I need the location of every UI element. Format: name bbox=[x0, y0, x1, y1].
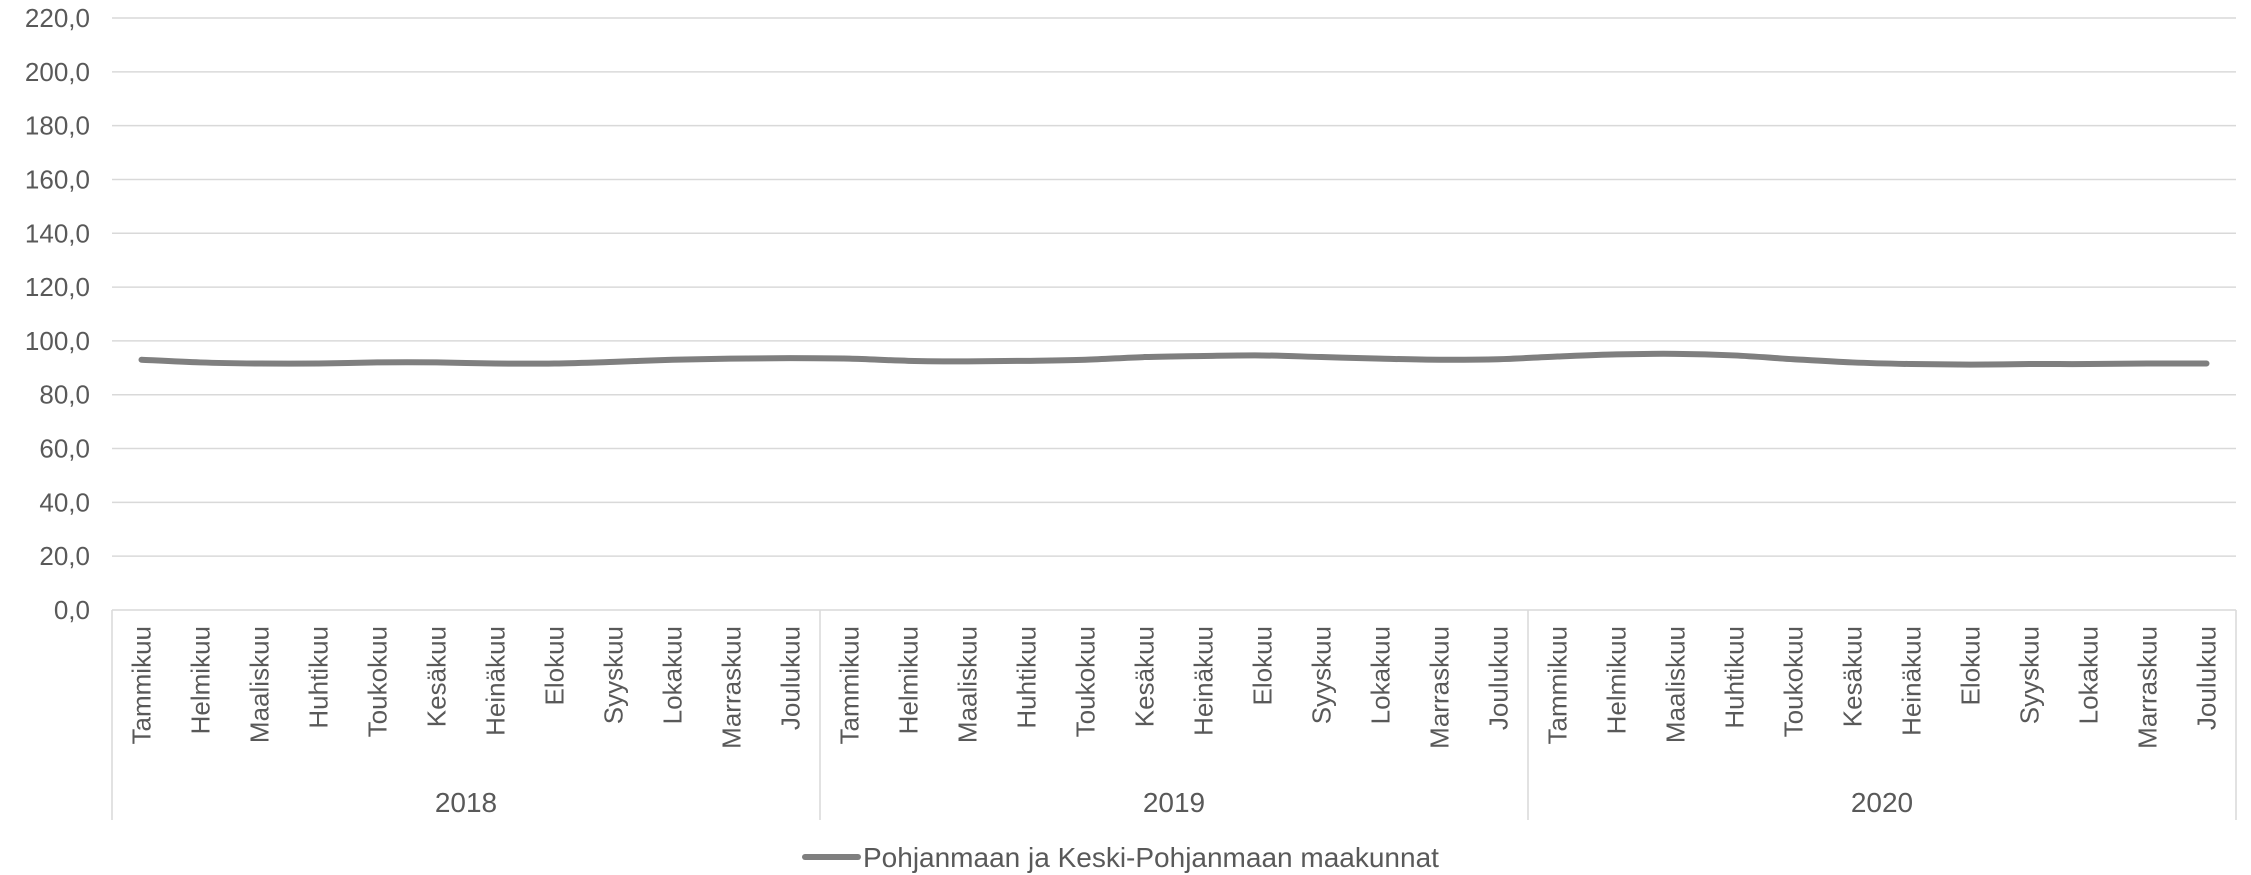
x-tick-label: Kesäkuu bbox=[422, 626, 452, 727]
x-tick-label: Helmikuu bbox=[894, 626, 924, 734]
y-tick-label: 220,0 bbox=[25, 3, 90, 33]
y-tick-label: 160,0 bbox=[25, 164, 90, 194]
x-tick-label: Huhtikuu bbox=[1012, 626, 1042, 729]
x-tick-label: Lokakuu bbox=[1366, 626, 1396, 724]
x-tick-label: Kesäkuu bbox=[1130, 626, 1160, 727]
x-tick-label: Maaliskuu bbox=[245, 626, 275, 743]
x-tick-label: Lokakuu bbox=[658, 626, 688, 724]
y-axis-ticks: 0,0 20,0 40,0 60,0 80,0 100,0 120,0 140,0 160,0 1… bbox=[25, 3, 90, 625]
x-tick-label: Elokuu bbox=[1248, 626, 1278, 706]
y-tick-label: 120,0 bbox=[25, 272, 90, 302]
y-tick-label: 0,0 bbox=[54, 595, 90, 625]
y-tick-label: 180,0 bbox=[25, 111, 90, 141]
x-tick-label: Maaliskuu bbox=[953, 626, 983, 743]
x-tick-label: Helmikuu bbox=[186, 626, 216, 734]
x-tick-label: Toukokuu bbox=[363, 626, 393, 737]
x-tick-label: Heinäkuu bbox=[1897, 626, 1927, 736]
series-line bbox=[138, 350, 2210, 368]
x-tick-label: Syyskuu bbox=[2015, 626, 2045, 724]
year-label: 2019 bbox=[1143, 787, 1205, 818]
x-tick-label: Syyskuu bbox=[1307, 626, 1337, 724]
year-label: 2020 bbox=[1851, 787, 1913, 818]
x-tick-label: Maaliskuu bbox=[1661, 626, 1691, 743]
year-label: 2018 bbox=[435, 787, 497, 818]
x-tick-label: Tammikuu bbox=[127, 626, 157, 744]
y-tick-label: 200,0 bbox=[25, 57, 90, 87]
x-tick-label: Marraskuu bbox=[717, 626, 747, 749]
legend: Pohjanmaan ja Keski-Pohjanmaan maakunnat bbox=[802, 842, 1439, 873]
x-tick-label: Toukokuu bbox=[1071, 626, 1101, 737]
x-tick-label: Marraskuu bbox=[2133, 626, 2163, 749]
x-tick-label: Heinäkuu bbox=[481, 626, 511, 736]
x-tick-label: Elokuu bbox=[1956, 626, 1986, 706]
x-axis: Tammikuu Helmikuu Maaliskuu Huhtikuu Toukoku… bbox=[111, 610, 2237, 820]
x-tick-label: Joulukuu bbox=[776, 626, 806, 730]
series-layer bbox=[138, 350, 2210, 368]
y-tick-label: 140,0 bbox=[25, 218, 90, 248]
legend-label: Pohjanmaan ja Keski-Pohjanmaan maakunnat bbox=[863, 842, 1439, 873]
y-tick-label: 80,0 bbox=[39, 380, 90, 410]
x-tick-label: Huhtikuu bbox=[304, 626, 334, 729]
x-tick-label: Heinäkuu bbox=[1189, 626, 1219, 736]
x-tick-label: Tammikuu bbox=[835, 626, 865, 744]
x-tick-label: Huhtikuu bbox=[1720, 626, 1750, 729]
x-tick-label: Marraskuu bbox=[1425, 626, 1455, 749]
x-tick-label: Toukokuu bbox=[1779, 626, 1809, 737]
x-tick-label: Joulukuu bbox=[1484, 626, 1514, 730]
x-tick-label: Elokuu bbox=[540, 626, 570, 706]
x-tick-label: Kesäkuu bbox=[1838, 626, 1868, 727]
x-tick-label: Joulukuu bbox=[2192, 626, 2222, 730]
y-tick-label: 20,0 bbox=[39, 541, 90, 571]
x-tick-label: Lokakuu bbox=[2074, 626, 2104, 724]
y-tick-label: 100,0 bbox=[25, 326, 90, 356]
x-tick-label: Helmikuu bbox=[1602, 626, 1632, 734]
x-tick-label: Syyskuu bbox=[599, 626, 629, 724]
x-tick-label: Tammikuu bbox=[1543, 626, 1573, 744]
y-tick-label: 60,0 bbox=[39, 434, 90, 464]
gridlines bbox=[112, 17, 2236, 611]
y-tick-label: 40,0 bbox=[39, 487, 90, 517]
